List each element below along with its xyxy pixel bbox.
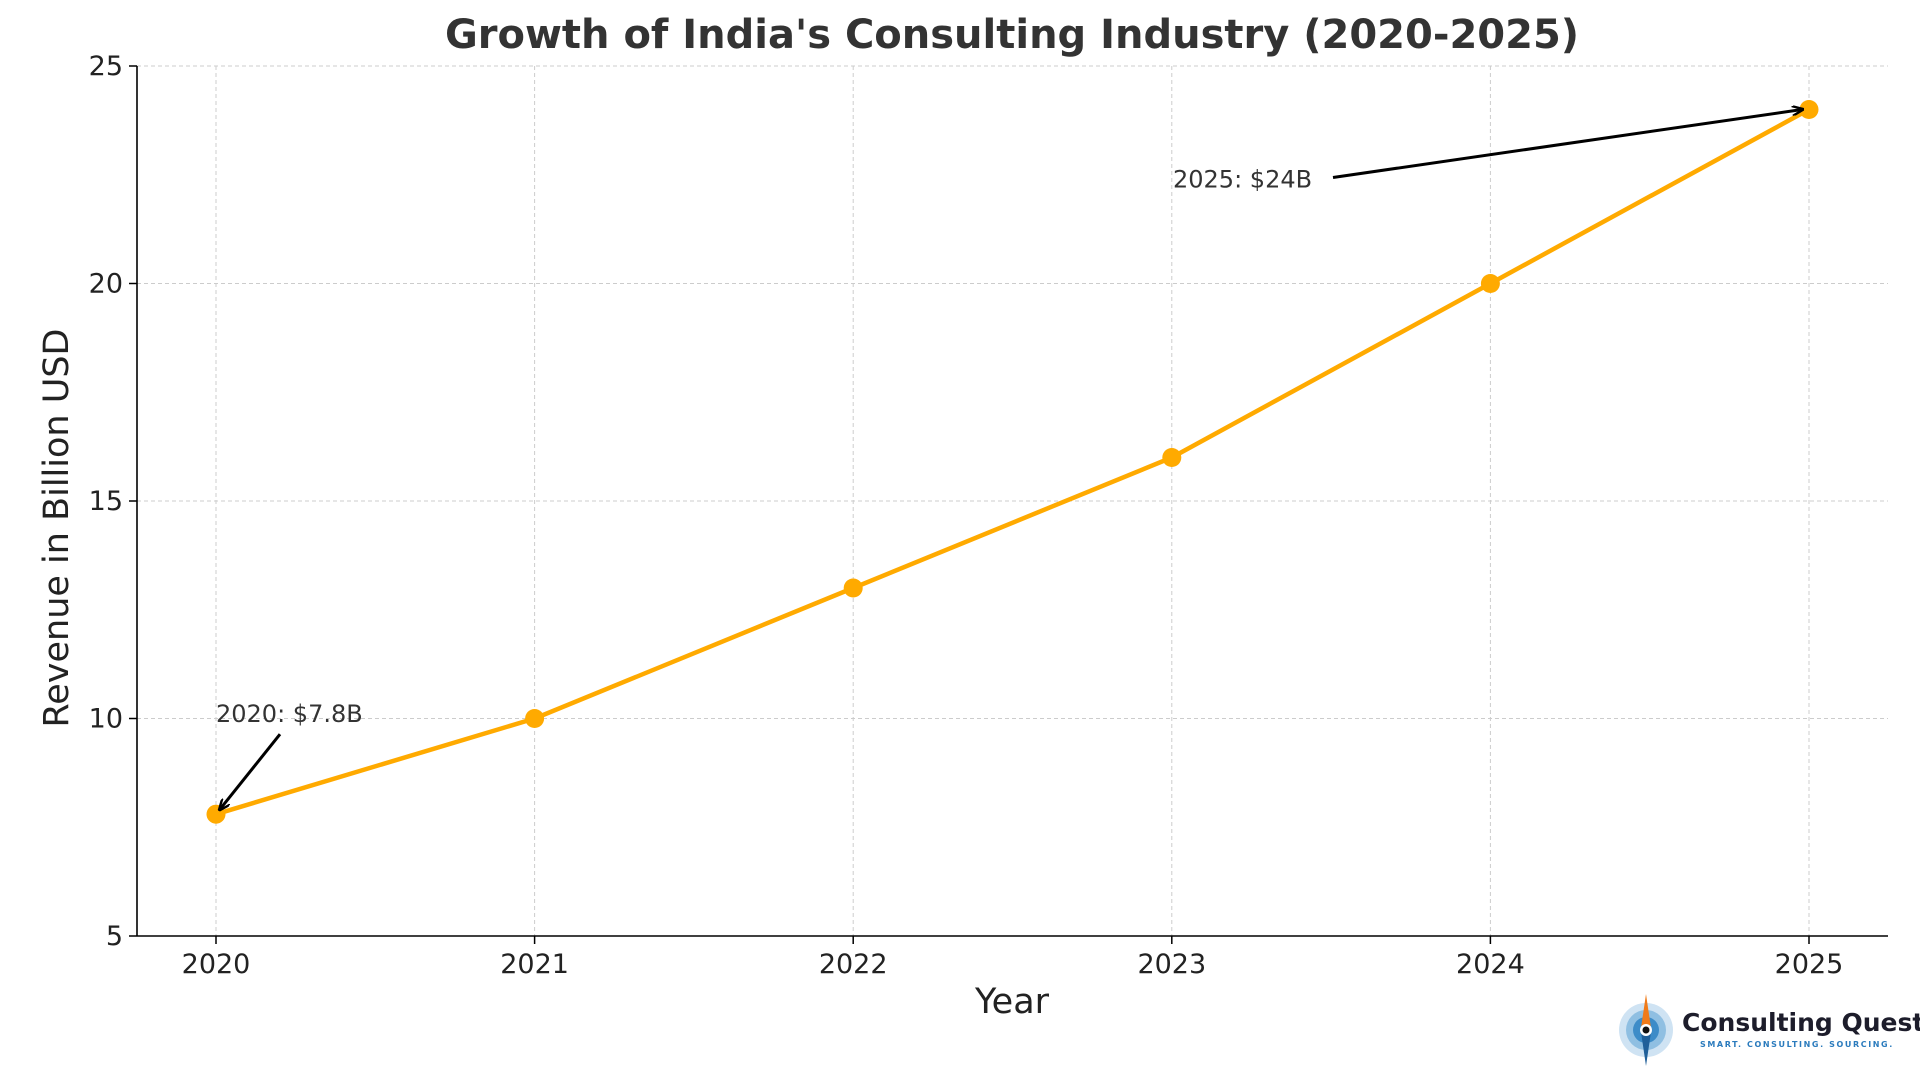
annotation-arrow (220, 733, 282, 809)
x-tick-label: 2021 (500, 949, 569, 980)
y-tick-label: 15 (89, 486, 123, 517)
series-revenue (206, 100, 1819, 824)
y-axis-label: Revenue in Billion USD (37, 329, 77, 728)
annotation-arrow (1332, 110, 1802, 179)
logo-tagline: SMART. CONSULTING. SOURCING. (1700, 1040, 1894, 1049)
annotation-label: 2020: $7.8B (216, 700, 363, 728)
series-line (215, 107, 1811, 817)
data-point (1480, 274, 1500, 293)
y-tick-label: 10 (89, 704, 123, 735)
chart-title: Growth of India's Consulting Industry (2… (445, 12, 1579, 58)
x-tick-label: 2025 (1775, 949, 1844, 980)
annotation-label: 2025: $24B (1173, 166, 1312, 194)
data-point (1162, 448, 1182, 467)
grid-lines (137, 65, 1888, 937)
y-tick-label: 25 (89, 51, 123, 82)
axes (129, 65, 1888, 944)
data-point (1799, 100, 1819, 119)
logo-name: Consulting Quest (1682, 1008, 1920, 1037)
x-tick-label: 2022 (819, 949, 888, 980)
compass-icon (1619, 994, 1673, 1066)
x-tick-label: 2023 (1137, 949, 1206, 980)
x-tick-label: 2024 (1456, 949, 1525, 980)
x-axis-label: Year (974, 982, 1050, 1022)
consulting-quest-logo: Consulting Quest SMART. CONSULTING. SOUR… (1618, 990, 1920, 1070)
y-tick-label: 20 (89, 269, 123, 300)
annotations: 2020: $7.8B 2025: $24B (216, 110, 1802, 810)
data-point (843, 578, 863, 598)
x-tick-label: 2020 (182, 949, 251, 980)
y-tick-label: 5 (106, 921, 123, 952)
data-point (525, 709, 545, 728)
